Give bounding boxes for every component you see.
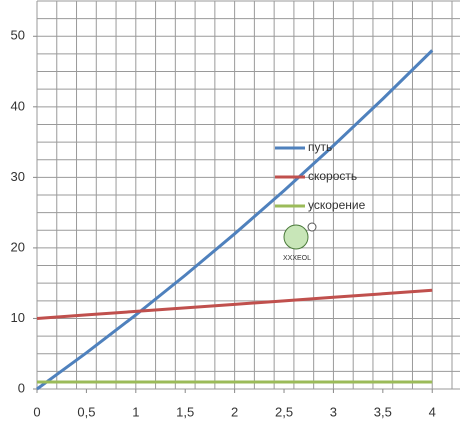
legend-label: путь bbox=[308, 140, 332, 154]
watermark-badge bbox=[307, 222, 317, 232]
x-tick-label: 2 bbox=[231, 404, 238, 419]
x-tick-label: 3 bbox=[330, 404, 337, 419]
y-tick-label: 50 bbox=[11, 28, 25, 43]
x-tick-label: 3,5 bbox=[374, 404, 392, 419]
x-tick-label: 1 bbox=[132, 404, 139, 419]
series-line bbox=[36, 288, 433, 320]
legend-label: ускорение bbox=[308, 198, 366, 212]
y-tick-label: 10 bbox=[11, 310, 25, 325]
y-tick-label: 0 bbox=[18, 380, 25, 395]
x-tick-label: 1,5 bbox=[176, 404, 194, 419]
x-tick-label: 0,5 bbox=[77, 404, 95, 419]
y-tick-label: 20 bbox=[11, 239, 25, 254]
watermark-icon bbox=[283, 224, 309, 250]
watermark-text: XXXEOL bbox=[283, 255, 311, 262]
series-line bbox=[36, 49, 434, 391]
y-tick-label: 40 bbox=[11, 98, 25, 113]
x-tick-label: 2,5 bbox=[275, 404, 293, 419]
legend-label: скорость bbox=[308, 169, 357, 183]
x-tick-label: 0 bbox=[33, 404, 40, 419]
x-tick-label: 4 bbox=[429, 404, 436, 419]
y-tick-label: 30 bbox=[11, 169, 25, 184]
